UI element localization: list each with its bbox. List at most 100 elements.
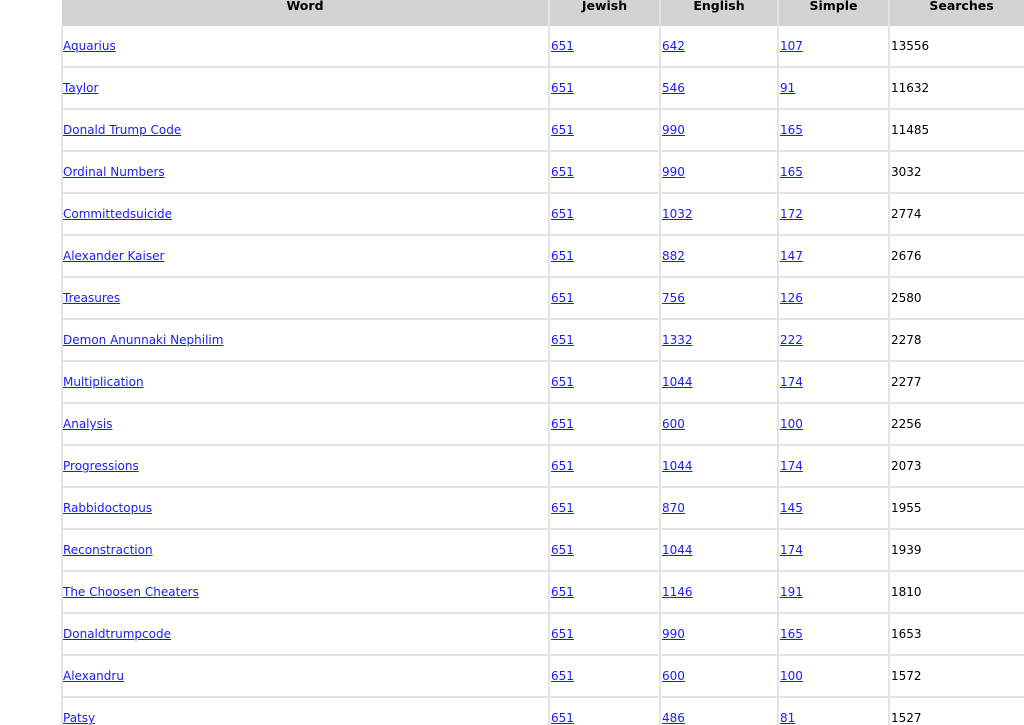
cell-english: 600: [659, 655, 778, 698]
word-link[interactable]: Committedsuicide: [63, 207, 172, 221]
word-link[interactable]: Analysis: [63, 417, 113, 431]
english-link[interactable]: 1332: [662, 333, 693, 347]
english-link[interactable]: 882: [662, 249, 685, 263]
english-link[interactable]: 1044: [662, 459, 693, 473]
word-link[interactable]: Reconstraction: [63, 543, 153, 557]
column-header-simple: Simple: [777, 0, 889, 26]
word-link[interactable]: Ordinal Numbers: [63, 165, 165, 179]
english-link[interactable]: 600: [662, 417, 685, 431]
simple-link[interactable]: 165: [780, 627, 803, 641]
jewish-link[interactable]: 651: [551, 333, 574, 347]
cell-searches: 13556: [888, 26, 1024, 68]
word-link[interactable]: Rabbidoctopus: [63, 501, 153, 515]
cell-simple: 191: [777, 571, 889, 614]
cell-word: Committedsuicide: [61, 193, 549, 236]
english-link[interactable]: 486: [662, 711, 685, 725]
simple-link[interactable]: 172: [780, 207, 803, 221]
jewish-link[interactable]: 651: [551, 627, 574, 641]
jewish-link[interactable]: 651: [551, 207, 574, 221]
word-link[interactable]: Aquarius: [63, 39, 116, 53]
word-link[interactable]: Demon Anunnaki Nephilim: [63, 333, 224, 347]
cell-jewish: 651: [548, 67, 660, 110]
simple-link[interactable]: 91: [780, 81, 796, 95]
simple-link[interactable]: 126: [780, 291, 803, 305]
english-link[interactable]: 1146: [662, 585, 693, 599]
jewish-link[interactable]: 651: [551, 291, 574, 305]
table-row: Progressions 651 1044 174 2073: [61, 445, 1024, 488]
cell-english: 1044: [659, 361, 778, 404]
cell-searches: 2278: [888, 319, 1024, 362]
jewish-link[interactable]: 651: [551, 81, 574, 95]
cell-word: Patsy: [61, 697, 549, 725]
simple-link[interactable]: 100: [780, 669, 803, 683]
word-link[interactable]: Multiplication: [63, 375, 144, 389]
jewish-link[interactable]: 651: [551, 585, 574, 599]
jewish-link[interactable]: 651: [551, 501, 574, 515]
jewish-link[interactable]: 651: [551, 711, 574, 725]
jewish-link[interactable]: 651: [551, 165, 574, 179]
english-link[interactable]: 600: [662, 669, 685, 683]
simple-link[interactable]: 165: [780, 165, 803, 179]
english-link[interactable]: 990: [662, 123, 685, 137]
table-row: Committedsuicide 651 1032 172 2774: [61, 193, 1024, 236]
cell-english: 1146: [659, 571, 778, 614]
word-link[interactable]: Progressions: [63, 459, 139, 473]
simple-link[interactable]: 107: [780, 39, 803, 53]
english-link[interactable]: 756: [662, 291, 685, 305]
word-link[interactable]: Treasures: [63, 291, 121, 305]
cell-simple: 174: [777, 361, 889, 404]
word-link[interactable]: Donaldtrumpcode: [63, 627, 171, 641]
cell-jewish: 651: [548, 529, 660, 572]
cell-simple: 145: [777, 487, 889, 530]
search-count: 1653: [891, 627, 922, 641]
cell-searches: 1527: [888, 697, 1024, 725]
english-link[interactable]: 990: [662, 165, 685, 179]
jewish-link[interactable]: 651: [551, 543, 574, 557]
word-link[interactable]: Patsy: [63, 711, 96, 725]
cell-jewish: 651: [548, 655, 660, 698]
english-link[interactable]: 546: [662, 81, 685, 95]
english-link[interactable]: 990: [662, 627, 685, 641]
simple-link[interactable]: 147: [780, 249, 803, 263]
cell-word: Ordinal Numbers: [61, 151, 549, 194]
table-row: Rabbidoctopus 651 870 145 1955: [61, 487, 1024, 530]
word-link[interactable]: Donald Trump Code: [63, 123, 182, 137]
english-link[interactable]: 1044: [662, 375, 693, 389]
jewish-link[interactable]: 651: [551, 123, 574, 137]
simple-link[interactable]: 100: [780, 417, 803, 431]
jewish-link[interactable]: 651: [551, 375, 574, 389]
cell-simple: 165: [777, 109, 889, 152]
table-row: Demon Anunnaki Nephilim 651 1332 222 2278: [61, 319, 1024, 362]
cell-searches: 2676: [888, 235, 1024, 278]
word-link[interactable]: Taylor: [63, 81, 99, 95]
cell-jewish: 651: [548, 571, 660, 614]
jewish-link[interactable]: 651: [551, 669, 574, 683]
jewish-link[interactable]: 651: [551, 249, 574, 263]
cell-english: 870: [659, 487, 778, 530]
table-row: Taylor 651 546 91 11632: [61, 67, 1024, 110]
table-row: Reconstraction 651 1044 174 1939: [61, 529, 1024, 572]
search-count: 1955: [891, 501, 922, 515]
cell-simple: 126: [777, 277, 889, 320]
english-link[interactable]: 1032: [662, 207, 693, 221]
simple-link[interactable]: 145: [780, 501, 803, 515]
english-link[interactable]: 642: [662, 39, 685, 53]
english-link[interactable]: 1044: [662, 543, 693, 557]
english-link[interactable]: 870: [662, 501, 685, 515]
simple-link[interactable]: 174: [780, 459, 803, 473]
cell-word: Donald Trump Code: [61, 109, 549, 152]
word-link[interactable]: Alexander Kaiser: [63, 249, 165, 263]
simple-link[interactable]: 222: [780, 333, 803, 347]
word-link[interactable]: The Choosen Cheaters: [63, 585, 199, 599]
jewish-link[interactable]: 651: [551, 417, 574, 431]
simple-link[interactable]: 174: [780, 543, 803, 557]
cell-english: 1044: [659, 529, 778, 572]
simple-link[interactable]: 191: [780, 585, 803, 599]
simple-link[interactable]: 174: [780, 375, 803, 389]
jewish-link[interactable]: 651: [551, 459, 574, 473]
simple-link[interactable]: 81: [780, 711, 796, 725]
simple-link[interactable]: 165: [780, 123, 803, 137]
jewish-link[interactable]: 651: [551, 39, 574, 53]
word-link[interactable]: Alexandru: [63, 669, 124, 683]
cell-word: Demon Anunnaki Nephilim: [61, 319, 549, 362]
